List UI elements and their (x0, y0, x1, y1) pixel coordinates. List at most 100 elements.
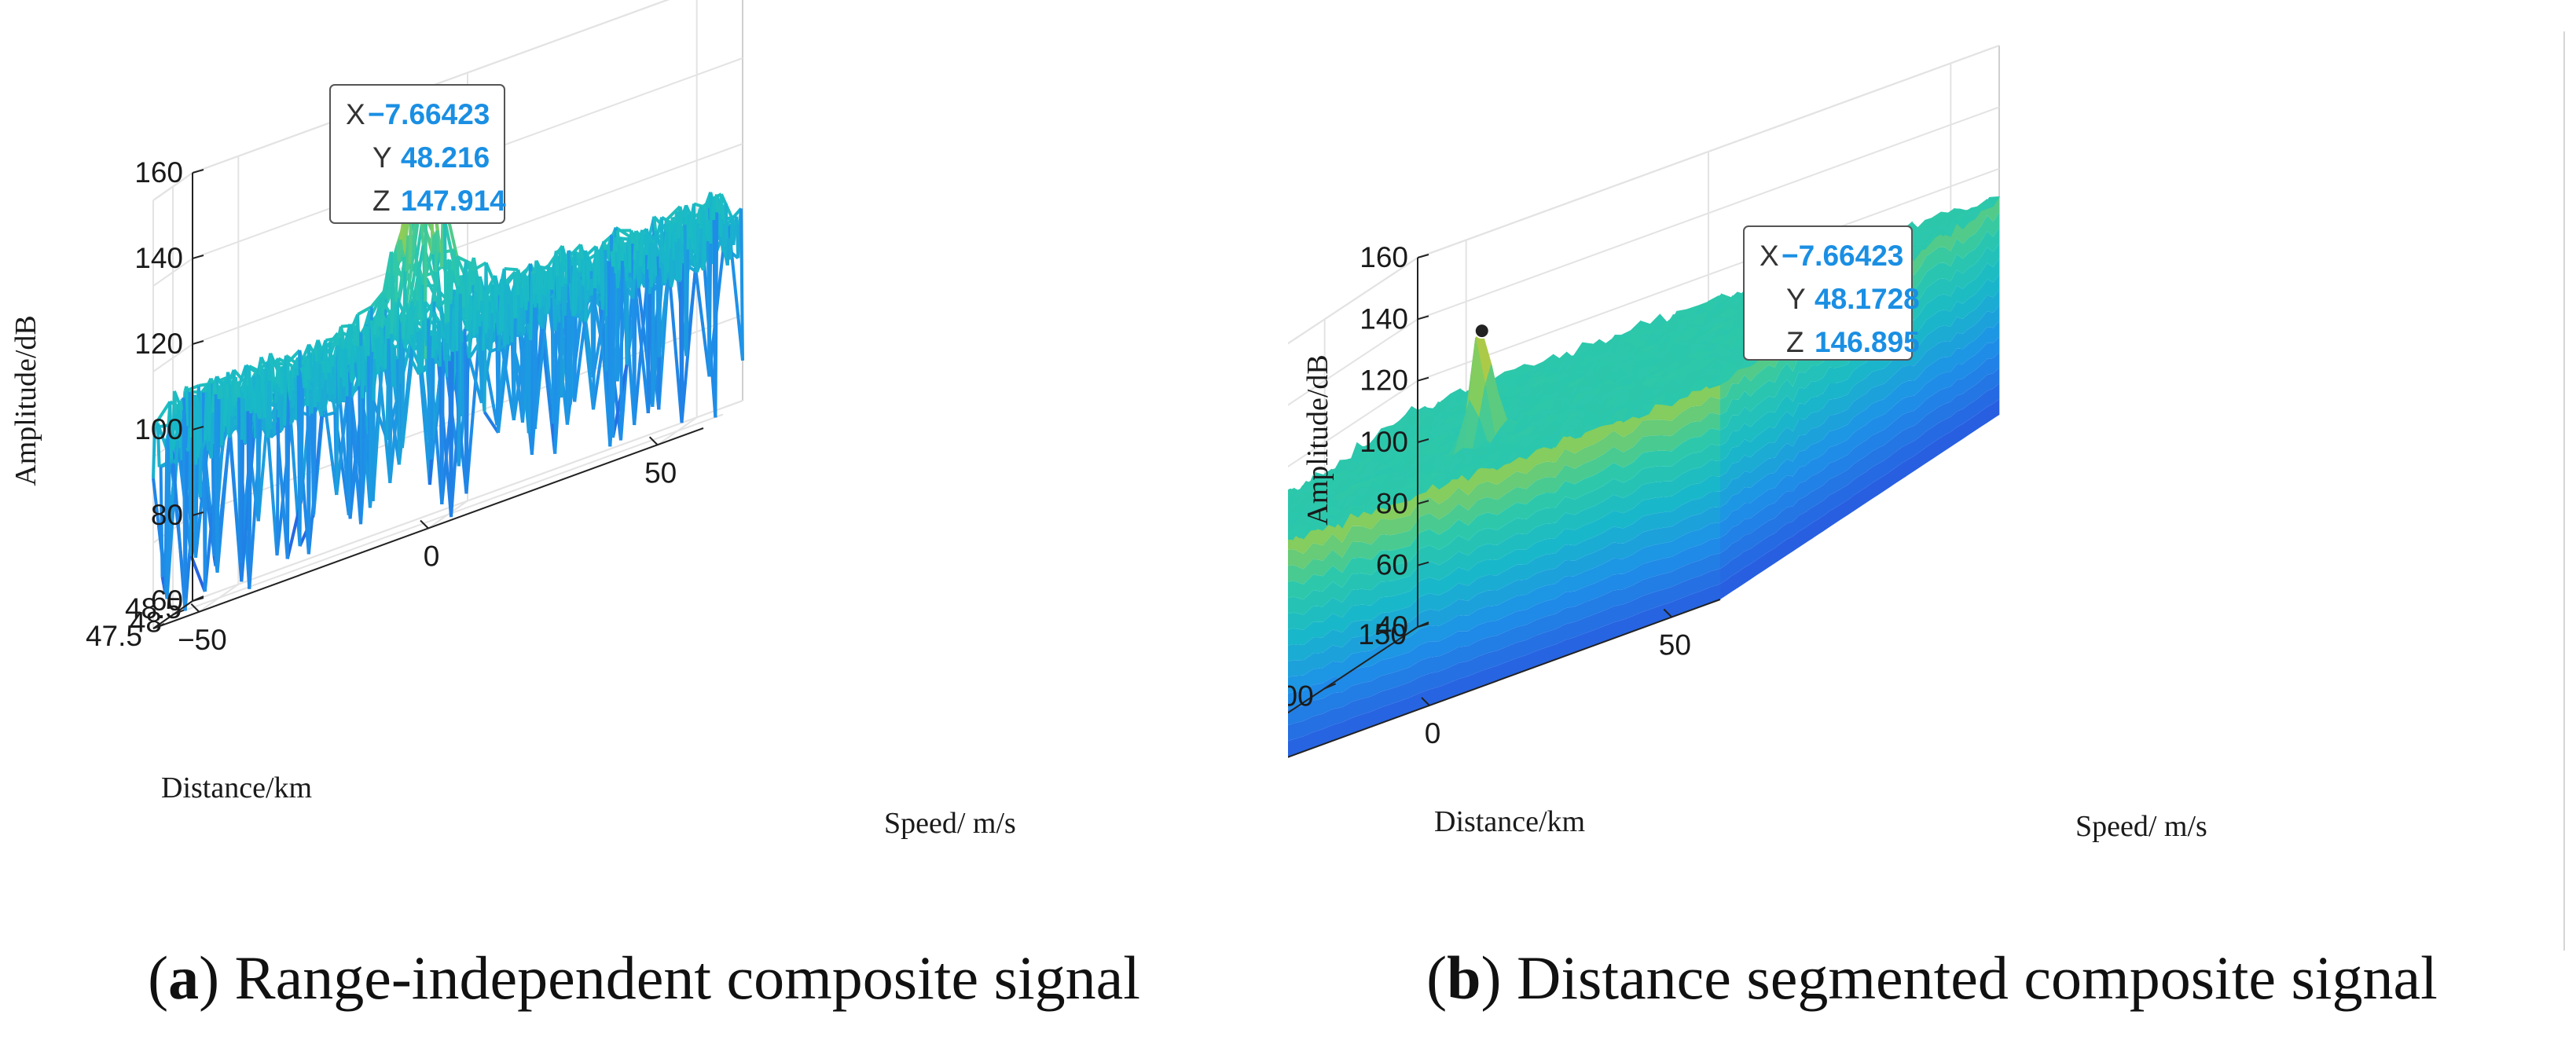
z-tick-mark (192, 340, 204, 345)
mesh-segment (721, 223, 726, 252)
side-face-band (1720, 399, 1999, 599)
front-face-band (1288, 584, 1720, 757)
mesh-segment (516, 269, 522, 284)
mesh-segment (327, 372, 332, 401)
mesh-segment (565, 285, 571, 425)
z-tick-mark (192, 169, 204, 174)
front-face-band (1288, 412, 1720, 584)
mesh-segment (338, 377, 343, 405)
mesh-segment (554, 251, 560, 282)
x-tick-label: 50 (644, 456, 677, 489)
mesh-segment (357, 305, 372, 316)
mesh-segment (330, 394, 336, 404)
mesh-segment (707, 233, 713, 377)
mesh-segment (215, 398, 221, 573)
mesh-segment (526, 323, 531, 335)
y-tick-label: 48 (130, 606, 162, 639)
front-face-band (1288, 444, 1720, 615)
mesh-segment (631, 279, 637, 299)
mesh-segment (449, 269, 454, 301)
mesh-segment (652, 216, 658, 232)
mesh-segment (622, 245, 627, 254)
mesh-segment (739, 208, 744, 361)
mesh-segment (361, 386, 366, 494)
z-tick-label: 140 (134, 242, 183, 274)
mesh-segment (427, 319, 431, 486)
datatip-value: 147.914 (401, 185, 506, 217)
mesh-segment (520, 334, 524, 338)
datatip-value: −7.66423 (368, 98, 490, 130)
mesh-segment (515, 278, 520, 295)
y-tick-mark (192, 595, 204, 602)
z-tick-label: 80 (151, 499, 183, 531)
mesh-segment (530, 270, 535, 275)
mesh-segment (285, 354, 288, 358)
mesh-segment (301, 372, 306, 389)
mesh-segment (414, 300, 420, 321)
mesh-segment (549, 269, 554, 291)
mesh-segment (629, 230, 635, 244)
mesh-segment (437, 285, 442, 307)
mesh-segment (398, 239, 404, 251)
mesh-segment (372, 359, 376, 401)
mesh-segment (541, 314, 546, 329)
mesh-segment (344, 348, 349, 397)
mesh-segment (371, 335, 376, 352)
front-face-band (1288, 460, 1720, 630)
mesh-segment (579, 244, 584, 260)
side-face-band (1720, 352, 1999, 554)
mesh-segment (400, 250, 405, 258)
mesh-segment (454, 295, 459, 351)
mesh-segment (340, 349, 346, 387)
mesh-segment (652, 242, 658, 282)
mesh-segment (174, 440, 179, 464)
mesh-segment (207, 398, 211, 442)
mesh-segment (374, 315, 380, 324)
datatip-box (329, 84, 505, 224)
mesh-segment (670, 216, 676, 223)
mesh-segment (251, 388, 256, 410)
mesh-segment (171, 458, 176, 463)
front-face-band (1288, 396, 1720, 570)
mesh-segment (218, 386, 224, 399)
mesh-segment (365, 326, 370, 361)
mesh-segment (332, 402, 337, 413)
mesh-segment (445, 321, 450, 325)
mesh-segment (443, 219, 461, 287)
mesh-segment (637, 266, 643, 287)
mesh-segment (702, 210, 706, 270)
z-tick-label: 120 (134, 328, 183, 360)
mesh-segment (518, 307, 523, 332)
z-tick-mark (192, 255, 204, 259)
mesh-segment (248, 399, 253, 589)
x-tick-label: −50 (178, 624, 227, 656)
mesh-segment (568, 285, 574, 310)
mesh-segment (500, 279, 505, 332)
mesh-segment (519, 288, 525, 308)
front-face-band (1288, 507, 1720, 678)
mesh-segment (509, 296, 514, 343)
z-tick-label: 60 (151, 584, 183, 617)
mesh-segment (285, 390, 291, 559)
y-axis-label: Distance/km (161, 771, 312, 804)
mesh-segment (402, 269, 407, 348)
mesh-segment (299, 367, 305, 373)
mesh-segment (694, 267, 711, 377)
mesh-segment (362, 337, 368, 347)
z-tick-mark (192, 511, 204, 516)
mesh-segment (726, 207, 743, 225)
mesh-segment (209, 378, 215, 384)
datatip-key: Z (372, 185, 391, 217)
mesh-segment (229, 415, 234, 434)
mesh-segment (487, 301, 493, 335)
mesh-segment (440, 334, 446, 504)
mesh-segment (472, 257, 477, 271)
mesh-segment (512, 318, 517, 420)
mesh-segment (699, 225, 703, 229)
mesh-segment (273, 383, 279, 404)
mesh-segment (409, 334, 415, 339)
mesh-segment (680, 267, 697, 423)
mesh-segment (165, 425, 171, 599)
mesh-segment (460, 275, 465, 309)
mesh-segment (209, 412, 215, 459)
